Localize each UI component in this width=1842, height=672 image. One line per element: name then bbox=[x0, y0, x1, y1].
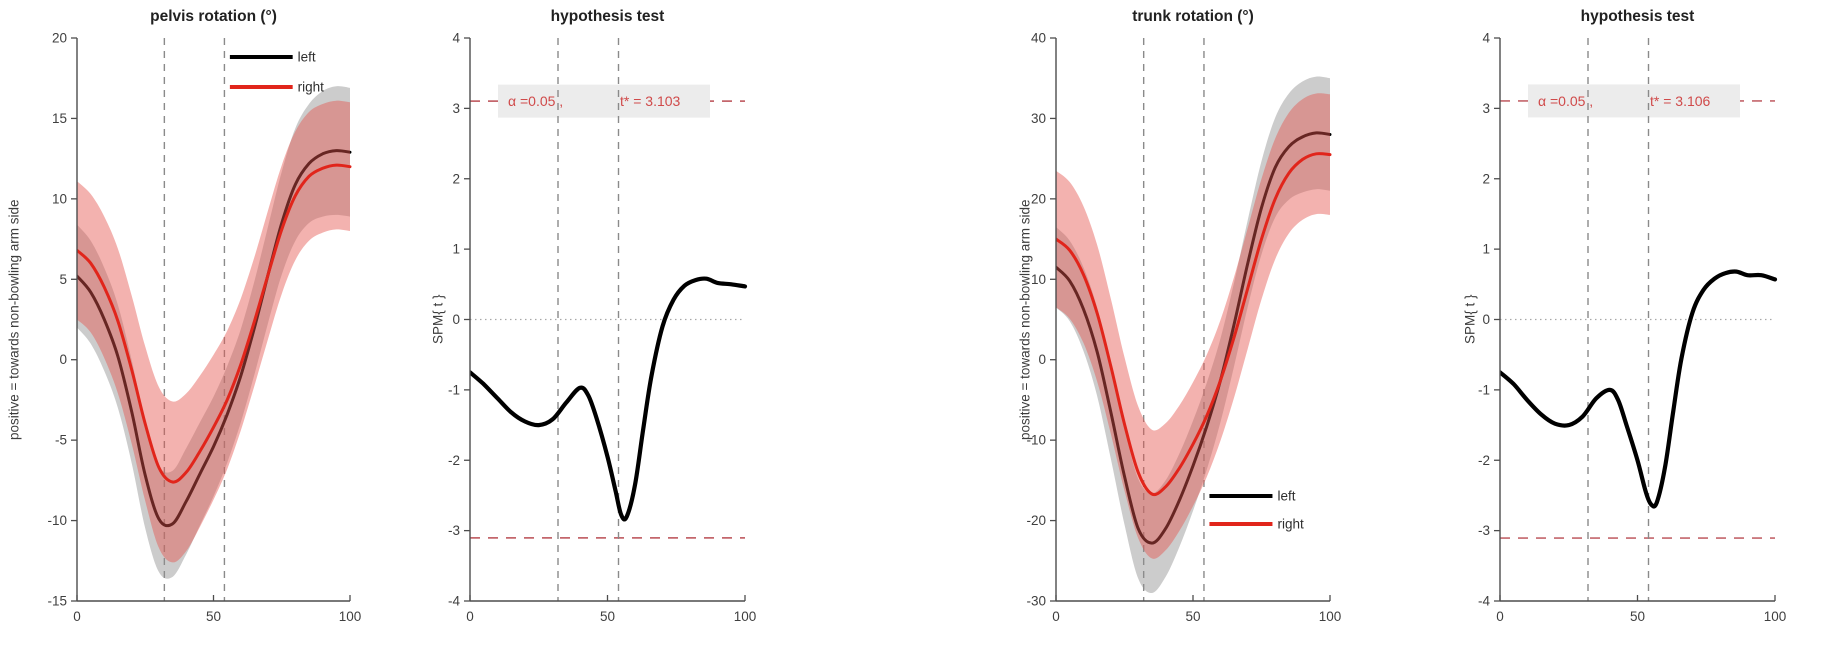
threshold-t-text: t* = 3.106 bbox=[1650, 93, 1711, 109]
x-tick-label: 50 bbox=[206, 609, 221, 624]
y-tick-label: -10 bbox=[47, 513, 67, 528]
pelvis-rotation-plot: -15 -10 -5 0 5 10 15 20 0 50 100 left right bbox=[47, 31, 362, 625]
y-tick-label: -3 bbox=[1478, 523, 1490, 538]
chart-title: trunk rotation (°) bbox=[1132, 8, 1254, 25]
y-tick-label: 40 bbox=[1031, 31, 1046, 46]
y-axis-label: SPM{ t } bbox=[1462, 294, 1478, 345]
y-tick-label: 2 bbox=[1482, 171, 1490, 186]
y-tick-label: -15 bbox=[47, 594, 67, 609]
legend-label-right: right bbox=[1277, 517, 1304, 532]
y-tick-label: 0 bbox=[59, 352, 67, 367]
y-tick-label: 10 bbox=[1031, 272, 1046, 287]
y-tick-label: 4 bbox=[1482, 31, 1490, 46]
sd-band-right bbox=[1056, 93, 1330, 559]
x-tick-label: 50 bbox=[1185, 609, 1200, 624]
x-tick-label: 50 bbox=[600, 609, 615, 624]
plot-area bbox=[77, 38, 352, 601]
y-tick-label: 1 bbox=[452, 242, 460, 257]
y-axis-label: positive = towards non-bowling arm side bbox=[1017, 199, 1033, 440]
mean-line-left bbox=[1056, 131, 1332, 545]
x-tick-label: 0 bbox=[73, 609, 81, 624]
threshold-label-box bbox=[1528, 84, 1740, 118]
y-tick-label: 2 bbox=[452, 171, 460, 186]
y-tick-label: 30 bbox=[1031, 111, 1046, 126]
mean-line-right bbox=[77, 163, 352, 484]
sd-band-left bbox=[77, 86, 350, 579]
pelvis-rotation-chart: -15 -10 -5 0 5 10 15 20 0 50 100 left right pelvis r… bbox=[0, 0, 400, 672]
y-axis-label: positive = towards non-bowling arm side bbox=[6, 199, 22, 440]
y-tick-label: -4 bbox=[448, 594, 460, 609]
trunk-hypothesis-chart: α =0.05 , t* = 3.106 -4 -3 -2 -1 0 1 2 3 4 0 50 100 h… bbox=[1430, 0, 1842, 672]
y-tick-label: 5 bbox=[59, 272, 67, 287]
threshold-t-text: t* = 3.103 bbox=[620, 93, 681, 109]
y-tick-label: -2 bbox=[1478, 453, 1490, 468]
y-tick-label: 1 bbox=[1482, 242, 1490, 257]
y-tick-label: -30 bbox=[1026, 594, 1046, 609]
y-tick-label: -4 bbox=[1478, 594, 1490, 609]
y-tick-label: 4 bbox=[452, 31, 460, 46]
y-tick-label: 20 bbox=[1031, 191, 1046, 206]
x-tick-label: 50 bbox=[1630, 609, 1645, 624]
mean-line-left bbox=[77, 149, 352, 528]
y-tick-label: -5 bbox=[55, 433, 67, 448]
x-tick-label: 0 bbox=[466, 609, 474, 624]
chart-title: hypothesis test bbox=[550, 8, 665, 25]
threshold-label-box bbox=[498, 84, 710, 118]
y-tick-label: 0 bbox=[452, 312, 460, 327]
trunk-hypothesis-plot: α =0.05 , t* = 3.106 -4 -3 -2 -1 0 1 2 3 4 0 50 100 bbox=[1478, 31, 1787, 625]
y-tick-label: -1 bbox=[1478, 382, 1490, 397]
y-tick-label: 0 bbox=[1482, 312, 1490, 327]
x-tick-label: 100 bbox=[339, 609, 362, 624]
plot-area bbox=[1500, 38, 1778, 601]
pelvis-hypothesis-chart: α =0.05 , t* = 3.103 -4 -3 -2 -1 0 1 2 3 4 0 50 100 h… bbox=[400, 0, 785, 672]
threshold-alpha-text: α =0.05 , bbox=[508, 93, 563, 109]
legend-label-right: right bbox=[298, 80, 325, 95]
trunk-rotation-chart: -30 -20 -10 0 10 20 30 40 0 50 100 left right trunk … bbox=[985, 0, 1400, 672]
spm-t-curve bbox=[470, 276, 748, 522]
y-axis-label: SPM{ t } bbox=[430, 294, 446, 345]
x-tick-label: 100 bbox=[1319, 609, 1342, 624]
chart-title: hypothesis test bbox=[1580, 8, 1695, 25]
y-tick-label: -10 bbox=[1026, 433, 1046, 448]
legend-label-left: left bbox=[298, 50, 316, 65]
plot-area bbox=[470, 38, 748, 601]
y-tick-label: 3 bbox=[452, 101, 460, 116]
y-tick-label: 15 bbox=[52, 111, 67, 126]
pelvis-hypothesis-plot: α =0.05 , t* = 3.103 -4 -3 -2 -1 0 1 2 3 4 0 50 100 bbox=[448, 31, 757, 625]
y-tick-label: 3 bbox=[1482, 101, 1490, 116]
y-tick-label: 20 bbox=[52, 31, 67, 46]
legend-label-left: left bbox=[1277, 489, 1295, 504]
x-tick-label: 100 bbox=[734, 609, 757, 624]
y-tick-label: 10 bbox=[52, 191, 67, 206]
x-tick-label: 0 bbox=[1496, 609, 1504, 624]
threshold-alpha-text: α =0.05 , bbox=[1538, 93, 1593, 109]
x-tick-label: 100 bbox=[1764, 609, 1787, 624]
y-tick-label: -1 bbox=[448, 382, 460, 397]
sd-band-right bbox=[77, 100, 350, 563]
spm-t-curve bbox=[1500, 269, 1778, 509]
y-tick-label: 0 bbox=[1038, 352, 1046, 367]
mean-line-right bbox=[1056, 152, 1332, 497]
trunk-rotation-plot: -30 -20 -10 0 10 20 30 40 0 50 100 left right bbox=[1026, 31, 1342, 625]
chart-title: pelvis rotation (°) bbox=[150, 8, 277, 25]
x-tick-label: 0 bbox=[1052, 609, 1060, 624]
plot-area bbox=[1056, 38, 1332, 601]
y-tick-label: -3 bbox=[448, 523, 460, 538]
y-tick-label: -2 bbox=[448, 453, 460, 468]
y-tick-label: -20 bbox=[1026, 513, 1046, 528]
